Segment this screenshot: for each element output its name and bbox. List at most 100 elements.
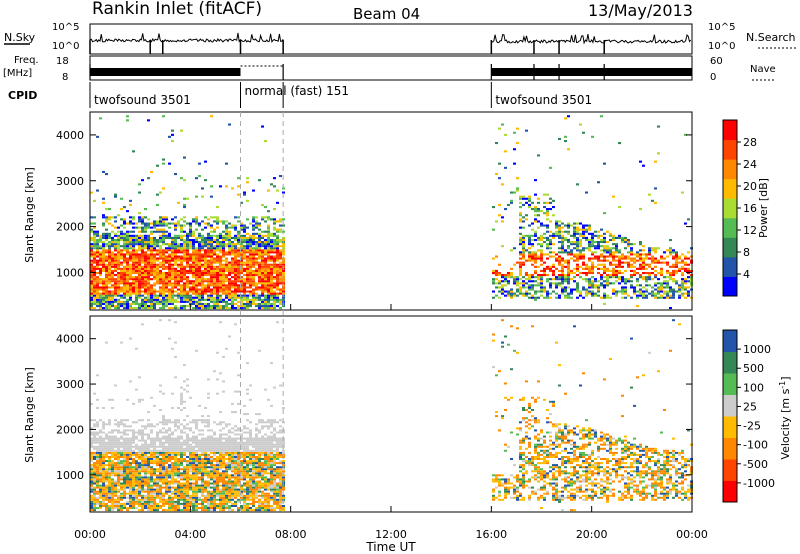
heatmap-cell	[144, 228, 147, 231]
heatmap-cell	[159, 470, 162, 473]
heatmap-cell	[150, 488, 153, 491]
nave-tick-top: 60	[710, 56, 723, 67]
heatmap-cell	[618, 282, 621, 285]
heatmap-cell	[177, 272, 180, 275]
heatmap-cell	[93, 480, 96, 483]
heatmap-cell	[180, 251, 183, 254]
heatmap-cell	[522, 243, 525, 246]
heatmap-cell	[183, 419, 186, 422]
heatmap-cell	[591, 267, 594, 270]
heatmap-cell	[93, 307, 96, 310]
heatmap-cell	[147, 425, 150, 428]
heatmap-cell	[135, 470, 138, 473]
heatmap-cell	[213, 296, 216, 299]
heatmap-cell	[189, 484, 192, 487]
heatmap-cell	[144, 502, 147, 505]
heatmap-cell	[540, 290, 543, 293]
heatmap-cell	[618, 272, 621, 275]
heatmap-cell	[516, 280, 519, 283]
heatmap-cell	[147, 278, 150, 281]
heatmap-cell	[102, 480, 105, 483]
heatmap-cell	[507, 276, 510, 279]
heatmap-cell	[159, 253, 162, 256]
heatmap-cell	[135, 257, 138, 260]
heatmap-cell	[126, 259, 129, 262]
heatmap-cell	[189, 460, 192, 463]
heatmap-cell	[630, 263, 633, 266]
heatmap-cell	[195, 286, 198, 289]
heatmap-cell	[240, 269, 243, 272]
heatmap-cell	[207, 263, 210, 266]
heatmap-cell	[519, 201, 522, 204]
heatmap-cell	[177, 251, 180, 254]
heatmap-cell	[573, 234, 576, 237]
heatmap-cell	[186, 443, 189, 446]
heatmap-cell	[240, 278, 243, 281]
heatmap-cell	[240, 296, 243, 299]
heatmap-cell	[234, 274, 237, 277]
heatmap-cell	[180, 234, 183, 237]
y-tick-label: 2000	[56, 221, 84, 234]
heatmap-cell	[162, 243, 165, 246]
heatmap-cell	[231, 241, 234, 244]
heatmap-cell	[270, 265, 273, 268]
heatmap-cell	[126, 245, 129, 248]
heatmap-cell	[510, 201, 513, 204]
heatmap-cell	[234, 272, 237, 275]
heatmap-cell	[123, 486, 126, 489]
heatmap-cell	[522, 195, 525, 198]
heatmap-cell	[249, 245, 252, 248]
heatmap-cell	[102, 425, 105, 428]
heatmap-cell	[210, 236, 213, 239]
heatmap-cell	[528, 206, 531, 209]
heatmap-cell	[243, 302, 246, 305]
heatmap-cell	[156, 280, 159, 283]
heatmap-cell	[171, 257, 174, 260]
heatmap-cell	[144, 251, 147, 254]
heatmap-cell	[198, 257, 201, 260]
heatmap-cell	[621, 278, 624, 281]
heatmap-cell	[567, 115, 570, 118]
heatmap-cell	[210, 249, 213, 252]
heatmap-cell	[174, 474, 177, 477]
heatmap-cell	[561, 280, 564, 283]
heatmap-cell	[552, 265, 555, 268]
heatmap-cell	[189, 482, 192, 485]
heatmap-cell	[219, 185, 222, 188]
heatmap-cell	[189, 439, 192, 442]
heatmap-cell	[219, 272, 222, 275]
heatmap-cell	[171, 133, 174, 136]
heatmap-cell	[162, 286, 165, 289]
heatmap-cell	[162, 449, 165, 452]
heatmap-cell	[147, 298, 150, 301]
heatmap-cell	[273, 292, 276, 295]
heatmap-cell	[168, 280, 171, 283]
heatmap-cell	[534, 292, 537, 295]
heatmap-cell	[219, 241, 222, 244]
heatmap-cell	[168, 307, 171, 310]
heatmap-cell	[180, 409, 183, 411]
heatmap-cell	[204, 226, 207, 229]
heatmap-cell	[522, 276, 525, 279]
heatmap-cell	[531, 263, 534, 266]
heatmap-cell	[90, 298, 93, 301]
heatmap-cell	[663, 257, 666, 260]
heatmap-cell	[126, 419, 129, 422]
heatmap-cell	[246, 236, 249, 239]
heatmap-cell	[231, 251, 234, 254]
heatmap-cell	[627, 245, 630, 248]
heatmap-cell	[123, 294, 126, 297]
heatmap-cell	[141, 443, 144, 446]
heatmap-cell	[189, 458, 192, 460]
heatmap-cell	[630, 247, 633, 250]
heatmap-cell	[189, 468, 192, 471]
heatmap-cell	[273, 278, 276, 281]
heatmap-cell	[189, 290, 192, 293]
heatmap-cell	[132, 216, 135, 219]
heatmap-cell	[99, 294, 102, 297]
heatmap-cell	[126, 439, 129, 442]
heatmap-cell	[159, 222, 162, 225]
heatmap-cell	[243, 288, 246, 291]
heatmap-cell	[576, 230, 579, 233]
heatmap-cell	[228, 234, 231, 237]
